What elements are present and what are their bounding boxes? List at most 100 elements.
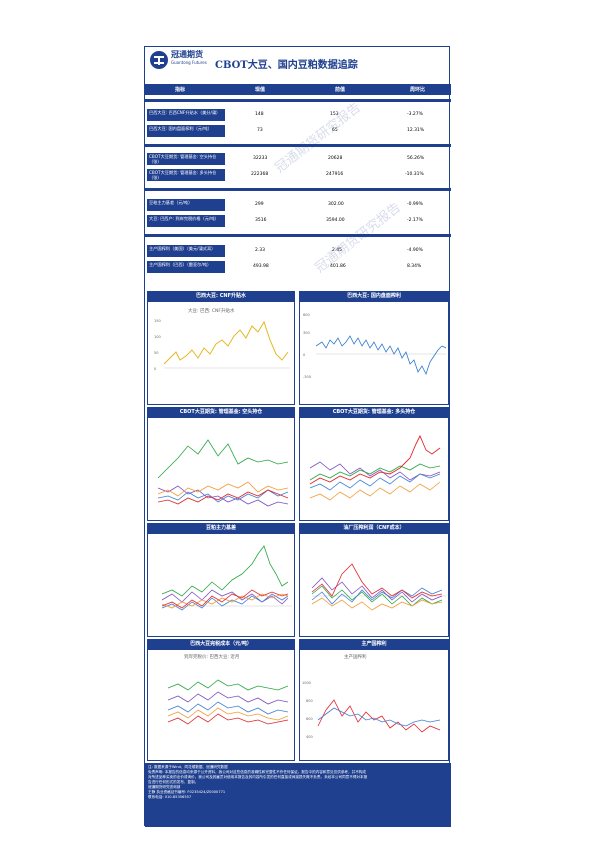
report-header: 冠通期货 Guantong Futures CBOT大豆、国内豆粕数据追踪 (145, 47, 449, 73)
group-divider (145, 99, 451, 102)
chart-crush-profit-panel (299, 533, 449, 637)
chart-landed-cost-title: 到岸完税价: 巴西大豆: 近月 (184, 655, 240, 660)
section-title-crush-margin: 巴西大豆: 国内盘面榨利 (299, 291, 449, 301)
row-previous: 302.00 (328, 202, 344, 207)
chart-crush-profit (311, 563, 446, 611)
col-weekly-change: 周环比 (410, 87, 426, 93)
row-change: 8.34% (407, 264, 422, 269)
row-current: 222368 (251, 172, 269, 177)
row-current: 3516 (255, 218, 267, 223)
row-previous: 247916 (326, 172, 344, 177)
col-indicator: 指标 (175, 87, 186, 93)
row-previous: 401.86 (330, 264, 346, 269)
chart-producer-margin: 1000 800 600 400 (302, 681, 441, 739)
table-row: CBOT大豆期货: 管理基金: 多头持仓（张） 222368 247916 -1… (145, 168, 451, 182)
row-current: 2.33 (255, 248, 266, 253)
section-title-basis: 豆粕主力基差 (147, 523, 295, 533)
svg-text:0: 0 (303, 353, 305, 357)
brand-subtitle: Guantong Futures (171, 60, 207, 65)
footer-line: 告进行任何形式的发布、复制。 (148, 780, 199, 784)
report-title: CBOT大豆、国内豆粕数据追踪 (215, 60, 358, 71)
svg-text:600: 600 (306, 717, 313, 721)
chart-landed-cost (167, 679, 289, 725)
chart-short-panel (147, 417, 295, 521)
row-label: CBOT大豆期货: 管理基金: 多头持仓（张） (147, 169, 225, 181)
row-change: -10.31% (405, 172, 424, 177)
chart-crush-margin: 600 300 0 -300 (303, 313, 447, 379)
row-change: 12.31% (407, 128, 425, 133)
chart-long (309, 434, 441, 501)
row-label: 巴西大豆: 国内盘面榨利（元/吨） (147, 125, 225, 137)
footer-line: 联系电话: 010-85356557 (148, 795, 192, 799)
row-previous: 2.45 (332, 248, 343, 253)
section-title-short: CBOT大豆期货: 管理基金: 空头持仓 (147, 407, 295, 417)
row-change: -2.17% (407, 218, 423, 223)
company-logo-icon (150, 51, 168, 69)
row-change: -4.90% (407, 248, 423, 253)
table-row: 豆粕主力基差（元/吨） 299 302.00 -0.99% (145, 198, 451, 212)
svg-text:0: 0 (154, 367, 156, 371)
group-divider (145, 188, 451, 191)
table-row: 巴西大豆: 国内盘面榨利（元/吨） 73 65 12.31% (145, 124, 451, 138)
section-title-crush-profit: 油厂压榨利润（CNF成本） (299, 523, 449, 533)
chart-cnf-title: 大豆: 巴西: CNF升贴水 (188, 309, 235, 314)
svg-text:-300: -300 (303, 375, 311, 379)
svg-text:1000: 1000 (302, 681, 311, 685)
row-previous: 20628 (328, 156, 343, 161)
row-current: 299 (255, 202, 264, 207)
row-label: 主产国榨利（巴西）（雷亚尔/吨） (147, 261, 225, 273)
table-row: 主产国榨利（美国）（美元/蒲式耳） 2.33 2.45 -4.90% (145, 244, 451, 258)
row-label: CBOT大豆期货: 管理基金: 空头持仓（张） (147, 153, 225, 165)
svg-text:50: 50 (154, 351, 158, 355)
row-current: 148 (255, 112, 264, 117)
footer-line: 注: 数据来源于Wind、同花顺数据、冠通研究数据 (148, 765, 228, 769)
col-current: 现值 (255, 87, 266, 93)
chart-producer-margin-title: 主产国榨利 (344, 655, 367, 660)
report-footer: 注: 数据来源于Wind、同花顺数据、冠通研究数据 免责声明: 本报告的信息均来… (145, 763, 451, 827)
svg-text:800: 800 (306, 699, 313, 703)
row-change: -0.99% (407, 202, 423, 207)
table-header: 指标 现值 前值 周环比 (145, 84, 451, 95)
footer-line: 王静 执业资格证书编号: F0235424/Z0000771 (148, 790, 226, 794)
group-divider (145, 234, 451, 237)
footer-line: 对所述品种买卖的出价或询价。我公司及其雇员对使用本报告及其内容所引发的任何直接或… (148, 775, 368, 779)
row-label: 豆粕主力基差（元/吨） (147, 199, 225, 211)
chart-landed-cost-panel: 到岸完税价: 巴西大豆: 近月 (147, 649, 295, 761)
brand-name: 冠通期货 (171, 50, 203, 59)
chart-producer-margin-panel: 主产国榨利 1000 800 600 400 (299, 649, 449, 761)
row-change: 56.26% (407, 156, 425, 161)
row-previous: 65 (332, 128, 338, 133)
chart-cnf-panel: 大豆: 巴西: CNF升贴水 150 100 50 0 (147, 301, 295, 405)
chart-crush-margin-panel: 600 300 0 -300 (299, 301, 449, 405)
row-current: 73 (257, 128, 263, 133)
svg-text:600: 600 (303, 313, 310, 317)
row-previous: 153 (330, 112, 339, 117)
row-current: 32233 (253, 156, 268, 161)
section-title-producer-margin: 主产国榨利 (299, 639, 449, 649)
chart-cnf: 150 100 50 0 (154, 319, 290, 371)
row-label: 巴西大豆: 巴西CNF升贴水（美分/蒲） (147, 109, 225, 121)
row-change: -3.27% (407, 112, 423, 117)
section-title-cnf: 巴西大豆: CNF升贴水 (147, 291, 295, 301)
row-current: 493.98 (253, 264, 269, 269)
svg-text:100: 100 (154, 335, 161, 339)
row-label: 大豆: 巴西产: 到岸完税价格（元/吨） (147, 215, 225, 227)
section-title-landed-cost: 巴西大豆完税成本（元/吨） (147, 639, 295, 649)
footer-line: 免责声明: 本报告的信息均来源于公开资料，我公司对这些信息的准确性和完整性不作任… (148, 770, 366, 774)
svg-text:300: 300 (303, 331, 310, 335)
chart-short (157, 439, 289, 507)
chart-long-panel (299, 417, 449, 521)
footer-line: 冠通期货研究咨询部 (148, 785, 181, 789)
group-divider (145, 144, 451, 147)
row-previous: 3594.00 (326, 218, 345, 223)
row-label: 主产国榨利（美国）（美元/蒲式耳） (147, 245, 225, 257)
table-row: 大豆: 巴西产: 到岸完税价格（元/吨） 3516 3594.00 -2.17% (145, 214, 451, 228)
chart-basis (161, 545, 292, 611)
svg-text:400: 400 (306, 735, 313, 739)
table-row: CBOT大豆期货: 管理基金: 空头持仓（张） 32233 20628 56.2… (145, 152, 451, 166)
section-title-long: CBOT大豆期货: 管理基金: 多头持仓 (299, 407, 449, 417)
report-sheet: 冠通期货 Guantong Futures CBOT大豆、国内豆粕数据追踪 指标… (144, 46, 451, 827)
table-row: 巴西大豆: 巴西CNF升贴水（美分/蒲） 148 153 -3.27% (145, 108, 451, 122)
table-row: 主产国榨利（巴西）（雷亚尔/吨） 493.98 401.86 8.34% (145, 260, 451, 274)
svg-text:150: 150 (154, 319, 161, 323)
